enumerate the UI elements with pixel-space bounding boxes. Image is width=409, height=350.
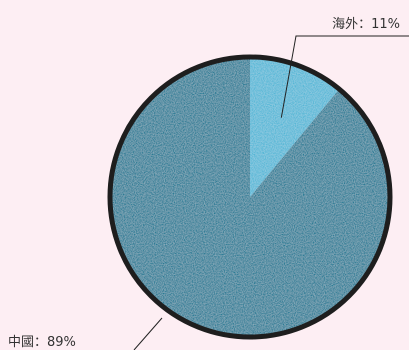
slice-label-china: 中國：89% xyxy=(8,335,76,350)
slice-label-overseas: 海外：11% xyxy=(332,17,400,32)
slice-china xyxy=(109,57,390,338)
label-leader-china xyxy=(133,317,163,350)
label-leader-overseas xyxy=(280,35,409,118)
slice-overseas xyxy=(250,57,340,197)
pie-outline xyxy=(107,54,393,340)
